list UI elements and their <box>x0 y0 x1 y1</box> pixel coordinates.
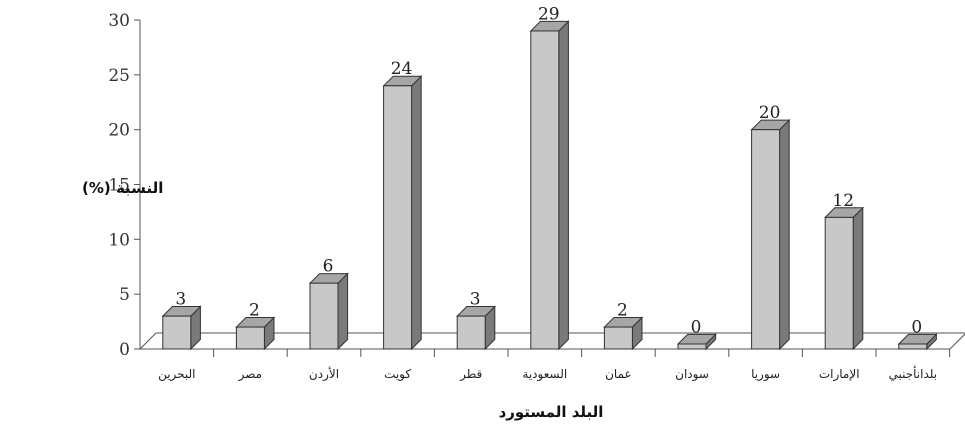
data-label: 2 <box>249 300 260 320</box>
bar-front <box>162 315 192 350</box>
y-tick-label: 10 <box>108 230 130 250</box>
bar-side <box>558 20 569 351</box>
x-tick-label: الأردن <box>309 366 339 382</box>
bar-3 <box>308 272 349 351</box>
bar-side <box>337 272 349 351</box>
bar-front <box>751 129 781 350</box>
bar-8 <box>676 333 717 351</box>
y-tick-label: 30 <box>108 11 130 31</box>
bar-side <box>852 206 864 351</box>
bar-side <box>779 118 790 351</box>
bar-6 <box>529 20 570 351</box>
data-label: 20 <box>759 103 781 123</box>
x-tick-label: مصر <box>238 367 262 382</box>
x-tick-label: قطر <box>459 367 482 382</box>
y-tick-label: 15 <box>108 176 130 196</box>
bar-2 <box>235 316 276 351</box>
x-tick-label: السعودية <box>522 367 567 382</box>
bar-11 <box>897 333 938 351</box>
data-label: 3 <box>175 290 186 310</box>
x-tick-label: سوريا <box>751 367 780 382</box>
data-label: 3 <box>470 290 481 310</box>
bar-9 <box>750 118 791 351</box>
bar-front <box>898 343 928 350</box>
bar-front <box>309 282 339 350</box>
y-tick-label: 0 <box>119 340 130 360</box>
y-tick-label: 20 <box>108 121 130 141</box>
y-tick-label: 5 <box>119 285 130 305</box>
data-label: 0 <box>911 317 922 337</box>
bar-side <box>411 74 422 351</box>
x-tick-label: البحرين <box>158 367 195 382</box>
data-label: 12 <box>832 191 854 211</box>
x-tick-label: سودان <box>675 367 709 382</box>
bar-front <box>677 343 707 350</box>
bar-front <box>456 315 486 350</box>
x-tick-label: الإمارات <box>819 367 860 382</box>
data-label: 2 <box>617 300 628 320</box>
bar-7 <box>603 316 644 351</box>
bar-front <box>603 326 633 350</box>
y-tick-label: 25 <box>108 66 130 86</box>
bar-front <box>530 30 560 350</box>
y-axis-title: النسبة (%) <box>82 179 163 197</box>
bar-1 <box>161 305 202 351</box>
data-label: 6 <box>323 257 334 277</box>
bar-4 <box>382 74 423 351</box>
x-axis-title: البلد المستورد <box>499 403 604 421</box>
data-label: 0 <box>691 317 702 337</box>
bar-front <box>235 326 265 350</box>
bar-front <box>824 216 854 350</box>
x-tick-label: كويت <box>384 367 411 382</box>
bar-10 <box>823 206 865 351</box>
bar-front <box>383 85 413 350</box>
data-label: 29 <box>538 4 560 24</box>
x-tick-label: بلدانأجنبي <box>888 365 937 381</box>
bar-5 <box>455 305 497 351</box>
data-label: 24 <box>391 59 413 79</box>
x-tick-label: عمان <box>605 367 632 381</box>
